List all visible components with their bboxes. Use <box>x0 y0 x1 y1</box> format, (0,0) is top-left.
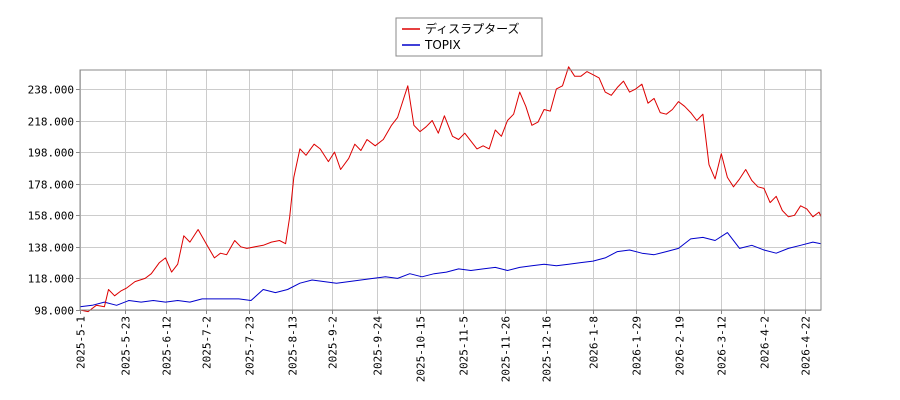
x-tick-label: 2025-5-23 <box>120 316 133 376</box>
series-line-disruptors <box>79 66 822 313</box>
x-tick-label: 2025-9-2 <box>327 316 340 369</box>
y-tick-label: 198.000 <box>28 147 74 160</box>
plot-frame <box>79 69 822 311</box>
x-tick-label: 2025-8-13 <box>287 316 300 376</box>
x-tick-label: 2026-4-2 <box>759 316 772 369</box>
legend-label-topix: TOPIX <box>424 38 461 52</box>
y-tick-label: 98.000 <box>34 305 74 318</box>
x-tick-label: 2025-7-2 <box>201 316 214 369</box>
y-tick-label: 218.000 <box>28 116 74 129</box>
x-axis: 2025-5-1 2025-5-23 2025-6-12 2025-7-2 2025-7… <box>75 310 813 382</box>
legend-box <box>395 17 543 57</box>
series-layer <box>79 66 822 313</box>
legend-label-disruptors: ディスラプターズ <box>425 21 520 36</box>
x-tick-label: 2025-10-15 <box>415 316 428 382</box>
y-tick-label: 158.000 <box>28 210 74 223</box>
y-tick-label: 118.000 <box>28 273 74 286</box>
y-tick-label: 178.000 <box>28 179 74 192</box>
y-axis: 98.000 118.000 138.000 158.000 178.000 198.00… <box>28 84 80 318</box>
x-tick-label: 2026-3-12 <box>716 316 729 376</box>
x-tick-label: 2026-2-19 <box>674 316 687 376</box>
x-tick-label: 2025-5-1 <box>75 316 88 369</box>
x-tick-label: 2026-1-29 <box>631 316 644 376</box>
x-tick-label: 2025-9-24 <box>372 316 385 376</box>
legend: ディスラプターズ TOPIX <box>395 17 543 57</box>
series-line-topix <box>79 232 822 308</box>
x-tick-label: 2026-4-22 <box>800 316 813 376</box>
x-tick-label: 2025-12-16 <box>541 316 554 382</box>
x-tick-label: 2025-11-26 <box>500 316 513 382</box>
y-tick-label: 238.000 <box>28 84 74 97</box>
x-tick-label: 2025-11-5 <box>458 316 471 376</box>
x-tick-label: 2025-6-12 <box>161 316 174 376</box>
x-tick-label: 2026-1-8 <box>588 316 601 369</box>
y-tick-label: 138.000 <box>28 242 74 255</box>
x-tick-label: 2025-7-23 <box>244 316 257 376</box>
